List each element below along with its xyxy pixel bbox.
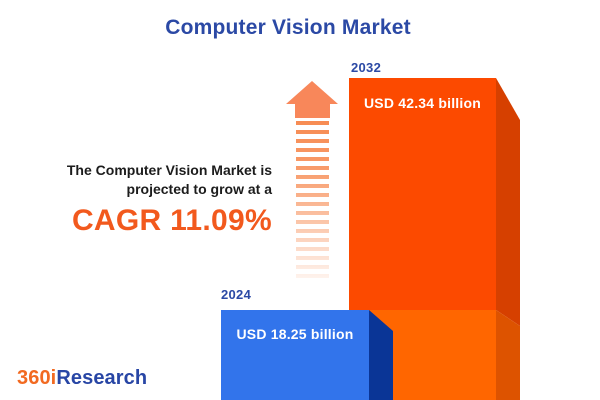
bar-2032-year-label: 2032 bbox=[351, 60, 382, 75]
bar-2032-front-upper bbox=[349, 78, 496, 310]
annotation-line-1: The Computer Vision Market is bbox=[66, 162, 272, 178]
page-title: Computer Vision Market bbox=[165, 16, 411, 39]
growth-annotation: The Computer Vision Market is projected … bbox=[0, 161, 272, 238]
bar-2032-side-upper bbox=[496, 78, 520, 326]
bar-2032-side-lower bbox=[496, 310, 520, 400]
logo-360i: 360i bbox=[17, 367, 57, 389]
bar-2024-side bbox=[369, 310, 393, 400]
bar-2024-year-label: 2024 bbox=[221, 287, 252, 302]
logo-research: Research bbox=[56, 367, 148, 389]
growth-arrow-head-icon bbox=[286, 81, 338, 118]
logo: 360iResearch bbox=[17, 367, 147, 390]
bar-2024-value-label: USD 18.25 billion bbox=[236, 326, 354, 342]
bar-2024-front bbox=[221, 310, 369, 400]
annotation-line-2: projected to grow at a bbox=[126, 181, 272, 197]
cagr-value: CAGR 11.09% bbox=[71, 204, 272, 237]
growth-arrow-fade bbox=[294, 118, 331, 286]
bar-2032-value-label: USD 42.34 billion bbox=[364, 95, 481, 111]
